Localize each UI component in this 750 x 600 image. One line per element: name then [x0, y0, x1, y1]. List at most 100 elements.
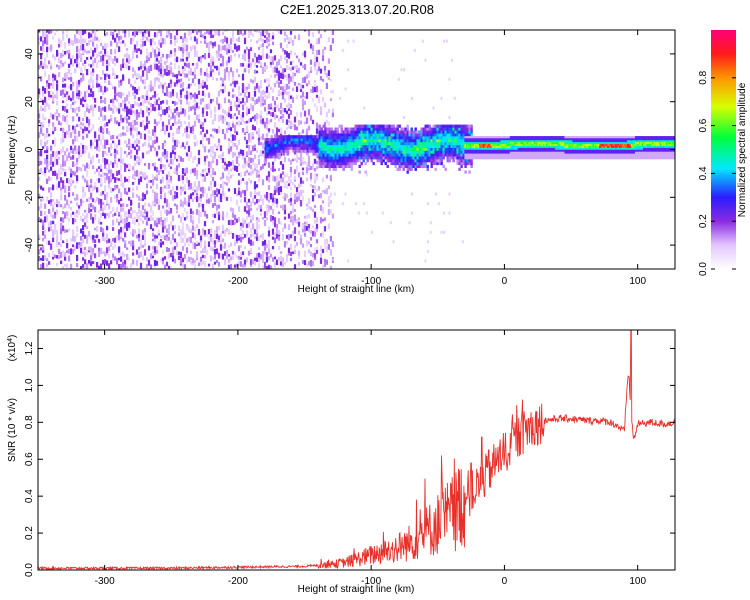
spectrogram-cell	[402, 167, 405, 171]
spectrogram-cell	[46, 34, 49, 41]
spectrogram-cell	[278, 155, 281, 159]
spectrogram-cell	[141, 255, 145, 261]
spectrogram-cell	[255, 255, 259, 262]
spectrogram-cell	[72, 116, 75, 122]
spectrogram-cell	[326, 144, 329, 148]
spectrogram-cell	[294, 135, 297, 139]
spectrogram-cell	[195, 170, 199, 176]
spectrogram-cell	[309, 237, 313, 241]
spectrogram-cell	[147, 130, 151, 134]
spectrogram-cell	[310, 135, 313, 139]
spectrogram-cell	[257, 128, 261, 135]
spectrogram-cell	[264, 143, 267, 147]
spectrogram-cell	[356, 127, 359, 131]
spectrogram-cell	[329, 235, 332, 242]
spectrogram-cell	[465, 147, 468, 150]
spectrogram-cell	[40, 76, 43, 82]
spectrogram-cell	[364, 141, 367, 146]
spectrogram-cell	[336, 136, 339, 140]
spectrogram-cell	[112, 188, 115, 192]
spectrogram-cell	[265, 78, 269, 82]
spectrogram-cell	[82, 147, 85, 154]
spectrogram-cell	[62, 127, 65, 134]
spectrogram-cell	[90, 157, 93, 161]
spectrogram-cell	[304, 149, 307, 153]
spectrogram-cell	[133, 216, 137, 219]
spectrogram-cell	[221, 246, 225, 249]
spectrogram-cell	[346, 147, 349, 151]
spectrogram-cell	[374, 130, 377, 134]
spectrogram-cell	[295, 153, 299, 160]
spectrogram-cell	[303, 161, 307, 165]
spectrogram-cell	[46, 263, 49, 268]
spectrogram-cell	[406, 161, 409, 166]
spectrogram-cell	[181, 180, 185, 184]
spectrogram-cell	[159, 129, 163, 132]
spectrogram-cell	[313, 168, 317, 172]
spectrogram-cell	[209, 246, 213, 251]
spectrogram-cell	[211, 34, 215, 38]
spectrogram-cell	[207, 198, 211, 204]
spectrogram-cell	[263, 214, 267, 219]
spectrogram-cell	[313, 231, 317, 237]
spectrogram-cell	[319, 193, 323, 199]
spectrogram-cell	[145, 37, 149, 41]
spectrogram-cell	[479, 151, 481, 154]
spectrogram-cell	[120, 35, 123, 40]
spectrogram-cell	[376, 133, 379, 137]
spectrogram-cell	[175, 102, 179, 105]
spectrogram-cell	[137, 228, 141, 234]
spectrogram-cell	[92, 68, 95, 73]
spectrogram-cell	[354, 141, 357, 146]
spectrogram-cell	[454, 153, 457, 157]
spectrogram-cell	[257, 54, 261, 61]
spectrogram-cell	[450, 130, 453, 134]
spectrogram-cell	[102, 100, 105, 103]
spectrogram-cell	[197, 217, 201, 221]
spectrogram-cell	[274, 138, 277, 142]
spectrogram-cell	[396, 159, 399, 163]
spectrogram-cell	[118, 213, 121, 217]
spectrogram-cell	[275, 127, 279, 134]
spectrogram-cell	[388, 130, 391, 134]
spectrogram-cell	[301, 171, 305, 176]
spectrogram-cell	[98, 60, 101, 63]
spectrogram-cell	[181, 142, 185, 147]
spectrogram-cell	[472, 153, 475, 156]
spectrogram-cell	[249, 117, 253, 122]
spectrogram-cell	[98, 134, 101, 141]
spectrogram-cell	[313, 252, 317, 258]
spectrogram-cell	[231, 152, 235, 158]
spectrogram-cell	[484, 145, 487, 148]
spectrogram-cell	[243, 37, 247, 42]
spectrogram-cell	[137, 97, 141, 101]
spectrogram-cell	[143, 40, 147, 46]
spectrogram-cell	[187, 30, 191, 36]
spectrogram-cell	[143, 202, 147, 207]
spectrogram-cell	[130, 154, 133, 159]
spectrogram-cell	[86, 235, 89, 239]
spectrogram-cell	[72, 108, 75, 113]
spectrogram-cell	[411, 96, 414, 100]
spectrogram-cell	[466, 127, 469, 131]
spectrogram-cell	[289, 125, 293, 129]
spectrogram-cell	[155, 217, 159, 223]
spectrogram-cell	[458, 159, 461, 163]
spectrogram-cell	[259, 44, 263, 48]
spectrogram-cell	[269, 49, 273, 54]
spectrogram-cell	[163, 185, 167, 189]
spectrogram-cell	[265, 133, 269, 137]
spectrogram-cell	[193, 172, 197, 176]
spectrogram-cell	[112, 214, 115, 218]
spectrogram-cell	[145, 55, 149, 59]
spectrogram-cell	[404, 147, 407, 151]
spectrogram-cell	[314, 138, 317, 142]
spectrogram-cell	[203, 221, 207, 227]
spectrogram-cell	[169, 252, 173, 258]
spectrogram-cell	[282, 149, 285, 153]
spectrogram-cell	[44, 105, 47, 112]
spectrogram-cell	[318, 161, 321, 166]
spectrogram-cell	[257, 30, 261, 33]
spectrogram-cell	[64, 212, 67, 215]
spectrogram-cell	[285, 256, 289, 263]
